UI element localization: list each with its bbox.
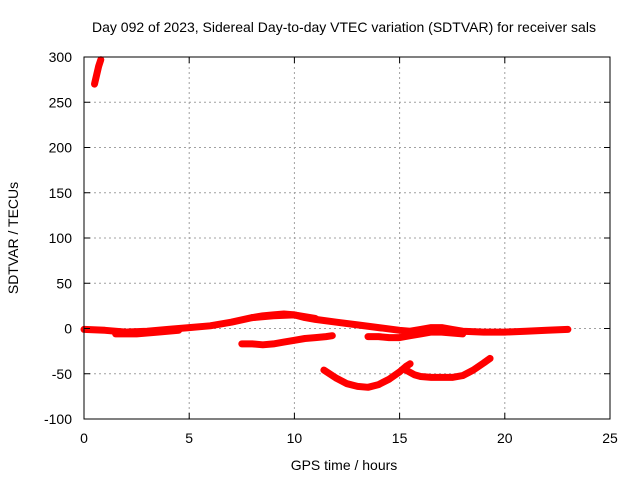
- series-layer: [80, 56, 572, 391]
- x-tick-label: 15: [392, 430, 408, 446]
- plot-frame: [83, 56, 611, 420]
- x-tick-label: 0: [80, 430, 88, 446]
- y-tick-label: -50: [52, 366, 72, 382]
- axis-ticks: [83, 56, 611, 420]
- y-axis-tick-labels: -100 -50 0 50 100 150 200 250 300: [44, 49, 72, 427]
- y-tick-label: 250: [49, 94, 73, 110]
- grid-lines: [84, 57, 610, 419]
- x-tick-label: 20: [497, 430, 513, 446]
- chart-title: Day 092 of 2023, Sidereal Day-to-day VTE…: [92, 19, 596, 35]
- series-arc-5: [248, 310, 319, 322]
- y-tick-label: 200: [49, 140, 73, 156]
- series-arc-7: [320, 360, 414, 391]
- series-arc-3: [112, 326, 183, 338]
- series-arc-6: [364, 328, 467, 342]
- y-tick-label: 50: [56, 275, 72, 291]
- x-tick-label: 25: [602, 430, 618, 446]
- series-arc-8: [402, 354, 494, 381]
- y-axis-title: SDTVAR / TECUs: [5, 182, 21, 294]
- y-tick-label: 300: [49, 49, 73, 65]
- y-tick-label: 150: [49, 185, 73, 201]
- series-arc-1: [91, 56, 105, 88]
- y-tick-label: -100: [44, 411, 72, 427]
- x-axis-tick-labels: 0 5 10 15 20 25: [80, 430, 618, 446]
- x-axis-title: GPS time / hours: [291, 457, 398, 473]
- x-tick-label: 5: [185, 430, 193, 446]
- series-arc-4: [238, 332, 336, 349]
- y-tick-label: 0: [64, 321, 72, 337]
- x-tick-label: 10: [287, 430, 303, 446]
- y-tick-label: 100: [49, 230, 73, 246]
